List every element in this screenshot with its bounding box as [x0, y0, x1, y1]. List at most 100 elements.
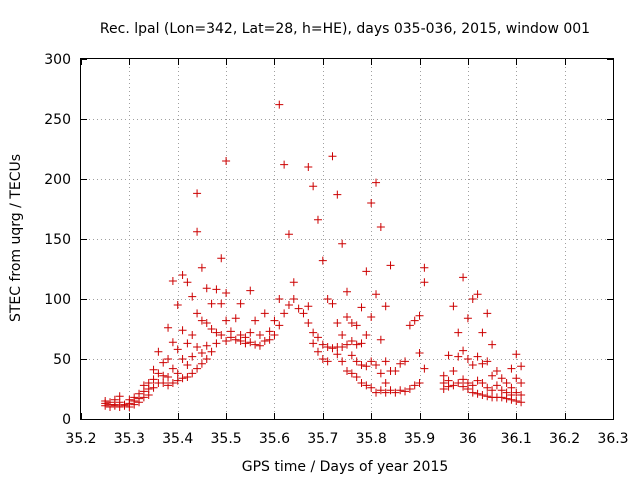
data-point	[149, 365, 158, 374]
data-point	[367, 313, 376, 321]
data-point	[241, 339, 250, 348]
data-point	[323, 357, 332, 366]
data-point	[289, 278, 298, 287]
data-point	[313, 333, 322, 342]
data-point	[197, 316, 206, 325]
data-point	[260, 309, 269, 318]
data-point	[193, 309, 202, 318]
data-point	[202, 284, 211, 293]
data-point	[507, 364, 516, 373]
data-point	[154, 347, 163, 356]
data-point	[197, 359, 206, 368]
x-tick-label: 35.8	[356, 431, 387, 447]
data-point	[483, 357, 492, 366]
data-point	[318, 340, 327, 349]
data-point	[347, 351, 356, 360]
y-tick-label: 150	[44, 232, 71, 248]
data-point	[173, 301, 182, 309]
data-point	[173, 376, 182, 385]
data-point	[483, 309, 492, 318]
data-point	[420, 364, 429, 373]
data-point	[289, 295, 298, 303]
data-point	[396, 359, 405, 368]
data-point	[323, 295, 332, 303]
data-point	[492, 367, 501, 375]
data-point	[473, 290, 482, 299]
data-point	[488, 371, 497, 380]
data-point	[154, 369, 163, 378]
x-tick-label: 35.5	[211, 431, 242, 447]
data-point	[517, 362, 526, 371]
data-point	[328, 344, 337, 353]
data-point	[362, 362, 371, 371]
data-point	[159, 371, 168, 380]
data-point	[439, 385, 448, 393]
data-point	[284, 301, 293, 309]
data-point	[463, 385, 472, 393]
data-point	[255, 341, 264, 350]
data-point	[512, 397, 521, 405]
data-point	[173, 345, 182, 354]
data-point	[367, 199, 376, 207]
y-axis-label: STEC from uqrg / TECUs	[8, 154, 24, 322]
data-point	[328, 299, 337, 308]
x-tick-label: 36	[459, 431, 477, 447]
data-point	[468, 361, 477, 369]
data-point	[159, 379, 168, 387]
data-point	[260, 337, 269, 345]
grid	[81, 59, 613, 419]
data-point	[135, 398, 144, 407]
data-point	[207, 347, 216, 356]
data-point	[188, 369, 197, 378]
data-point	[420, 278, 429, 287]
data-point	[106, 403, 115, 411]
x-tick-label: 35.4	[162, 431, 193, 447]
data-point	[449, 367, 458, 375]
data-point	[338, 343, 347, 351]
data-point	[323, 343, 332, 351]
data-point	[207, 325, 216, 333]
data-point	[338, 331, 347, 339]
data-point	[444, 382, 453, 391]
data-point	[459, 375, 468, 384]
data-point	[444, 351, 453, 360]
data-point	[415, 311, 424, 320]
data-point	[372, 178, 381, 187]
x-tick-label: 35.3	[114, 431, 145, 447]
data-point	[265, 335, 274, 344]
data-point	[391, 367, 400, 375]
data-point	[313, 215, 322, 224]
data-point	[473, 352, 482, 361]
data-point	[367, 357, 376, 366]
data-point	[226, 333, 235, 342]
data-point	[415, 349, 424, 357]
data-point	[517, 391, 526, 399]
data-point	[401, 387, 410, 396]
data-point	[222, 316, 231, 325]
data-point	[217, 254, 226, 263]
data-point	[483, 383, 492, 392]
data-point	[313, 347, 322, 356]
data-point	[343, 367, 351, 375]
data-point	[478, 391, 487, 399]
data-point	[449, 381, 458, 390]
data-point	[343, 313, 351, 321]
data-point	[478, 359, 487, 368]
data-point	[343, 287, 351, 296]
data-point	[507, 383, 516, 392]
data-point	[304, 302, 313, 311]
data-point	[454, 328, 463, 337]
data-point	[333, 190, 342, 199]
data-point	[318, 355, 327, 363]
data-point	[251, 340, 260, 349]
data-point	[347, 337, 356, 345]
data-point	[168, 338, 177, 347]
data-point	[376, 223, 385, 231]
data-point	[478, 379, 487, 387]
data-point	[463, 355, 472, 363]
data-point	[178, 271, 187, 279]
data-point	[125, 403, 134, 411]
data-point	[386, 261, 395, 270]
